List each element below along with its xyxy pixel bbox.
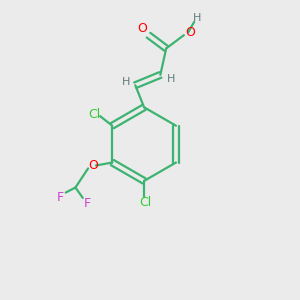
Text: H: H	[167, 74, 176, 84]
Text: H: H	[193, 13, 201, 22]
Text: O: O	[137, 22, 147, 35]
Text: H: H	[122, 77, 130, 87]
Text: Cl: Cl	[140, 196, 152, 209]
Text: F: F	[57, 191, 64, 204]
Text: F: F	[84, 196, 91, 210]
Text: O: O	[185, 26, 195, 39]
Text: O: O	[88, 159, 98, 172]
Text: Cl: Cl	[88, 108, 100, 121]
